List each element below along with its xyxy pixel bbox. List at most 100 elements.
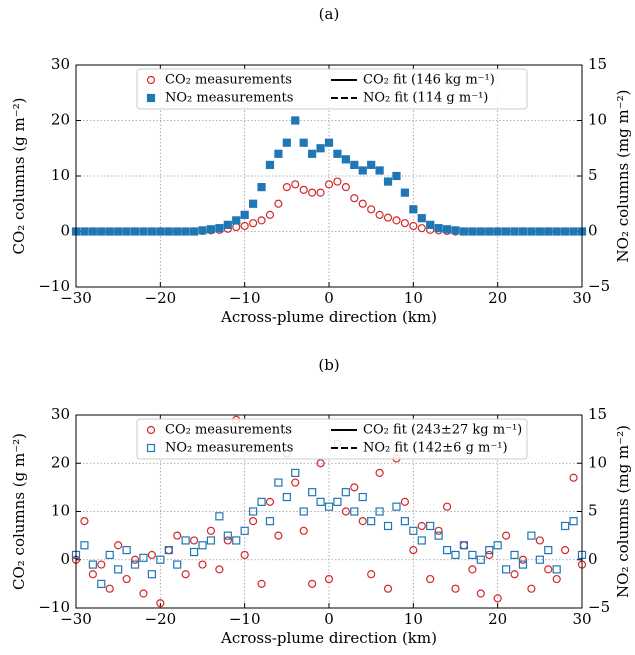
legend-label: CO₂ fit (243±27 kg m⁻¹) bbox=[363, 423, 522, 438]
marker-circle bbox=[383, 584, 393, 593]
marker-square bbox=[510, 227, 519, 236]
marker-square bbox=[198, 541, 207, 550]
marker-square bbox=[451, 226, 460, 235]
marker-circle bbox=[206, 526, 216, 535]
marker-square bbox=[527, 227, 536, 236]
legend-label: CO₂ measurements bbox=[165, 423, 292, 438]
marker-square bbox=[139, 553, 148, 562]
marker-circle bbox=[552, 574, 561, 584]
legend-label: CO₂ measurements bbox=[165, 73, 292, 88]
marker-square bbox=[459, 541, 469, 550]
marker-circle bbox=[257, 216, 266, 225]
marker-square bbox=[350, 160, 359, 169]
marker-square bbox=[80, 227, 89, 236]
marker-square bbox=[122, 545, 131, 555]
marker-square bbox=[485, 545, 494, 555]
marker-square bbox=[215, 224, 224, 233]
marker-circle bbox=[232, 222, 241, 232]
marker-circle bbox=[417, 521, 426, 531]
marker-square bbox=[341, 155, 350, 164]
marker-square bbox=[383, 177, 393, 186]
marker-square bbox=[324, 502, 334, 511]
marker-square bbox=[409, 205, 418, 214]
marker-square bbox=[97, 579, 106, 588]
y-axis-label: CO₂ columns (g m⁻²) bbox=[10, 433, 28, 590]
marker-square bbox=[147, 570, 156, 579]
legend-label: NO₂ measurements bbox=[165, 91, 293, 106]
marker-square bbox=[189, 547, 199, 557]
y2-tick-label: 5 bbox=[588, 502, 598, 520]
marker-square bbox=[173, 227, 182, 236]
marker-circle bbox=[130, 555, 140, 564]
legend-label: NO₂ measurements bbox=[165, 441, 293, 456]
marker-circle bbox=[367, 570, 376, 579]
marker-circle bbox=[358, 199, 367, 208]
marker-square bbox=[451, 550, 460, 560]
marker-circle bbox=[485, 550, 494, 560]
marker-square bbox=[240, 526, 249, 535]
marker-square bbox=[265, 517, 275, 526]
marker-square bbox=[316, 144, 325, 153]
marker-square bbox=[333, 149, 342, 158]
marker-square bbox=[215, 512, 224, 521]
y-axis-label: CO₂ columns (g m⁻²) bbox=[10, 97, 28, 254]
marker-circle bbox=[114, 541, 123, 550]
marker-circle bbox=[493, 594, 502, 603]
legend-marker bbox=[146, 93, 156, 103]
x-axis-label: Across-plume direction (km) bbox=[220, 629, 437, 647]
marker-square bbox=[502, 227, 511, 236]
marker-circle bbox=[510, 570, 519, 579]
marker-square bbox=[434, 224, 443, 233]
marker-square bbox=[274, 149, 283, 158]
y2-tick-label: 10 bbox=[588, 111, 607, 129]
marker-square bbox=[459, 227, 469, 236]
marker-square bbox=[367, 517, 376, 526]
marker-square bbox=[468, 550, 477, 560]
marker-circle bbox=[122, 574, 131, 584]
marker-square bbox=[257, 183, 266, 192]
marker-circle bbox=[223, 536, 232, 545]
x-tick-label: 30 bbox=[572, 289, 591, 307]
marker-square bbox=[358, 166, 367, 175]
y-tick-label: 30 bbox=[51, 405, 70, 423]
legend-label: NO₂ fit (114 g m⁻¹) bbox=[363, 91, 488, 106]
marker-circle bbox=[518, 555, 528, 564]
marker-square bbox=[518, 227, 528, 236]
marker-square bbox=[400, 188, 409, 197]
marker-circle bbox=[350, 483, 359, 492]
marker-square bbox=[173, 560, 182, 569]
marker-square bbox=[476, 227, 485, 236]
x-axis-label: Across-plume direction (km) bbox=[220, 308, 437, 326]
marker-circle bbox=[451, 584, 460, 593]
legend-box bbox=[136, 68, 528, 110]
marker-square bbox=[88, 560, 97, 569]
marker-square bbox=[88, 227, 97, 236]
marker-circle bbox=[105, 584, 114, 593]
y2-tick-label: 10 bbox=[588, 453, 607, 471]
marker-square bbox=[434, 531, 443, 540]
marker-circle bbox=[308, 188, 317, 197]
marker-circle bbox=[341, 507, 350, 516]
marker-circle bbox=[392, 216, 401, 225]
legend-box bbox=[136, 418, 528, 460]
marker-square bbox=[156, 555, 165, 564]
marker-square bbox=[510, 550, 519, 560]
marker-square bbox=[232, 536, 241, 545]
marker-circle bbox=[189, 536, 199, 545]
marker-square bbox=[223, 220, 232, 229]
y-tick-label: 20 bbox=[51, 453, 70, 471]
marker-circle bbox=[265, 210, 275, 219]
marker-circle bbox=[299, 526, 308, 535]
marker-circle bbox=[249, 517, 258, 526]
marker-square bbox=[189, 227, 199, 236]
legend-marker bbox=[146, 425, 156, 435]
x-tick-label: 20 bbox=[488, 289, 507, 307]
marker-circle bbox=[333, 177, 342, 186]
marker-square bbox=[80, 541, 89, 550]
marker-square bbox=[468, 227, 477, 236]
marker-square bbox=[400, 517, 409, 526]
y2-tick-label: 5 bbox=[588, 166, 598, 184]
marker-square bbox=[249, 199, 258, 208]
marker-circle bbox=[249, 219, 258, 228]
marker-square bbox=[350, 507, 359, 516]
